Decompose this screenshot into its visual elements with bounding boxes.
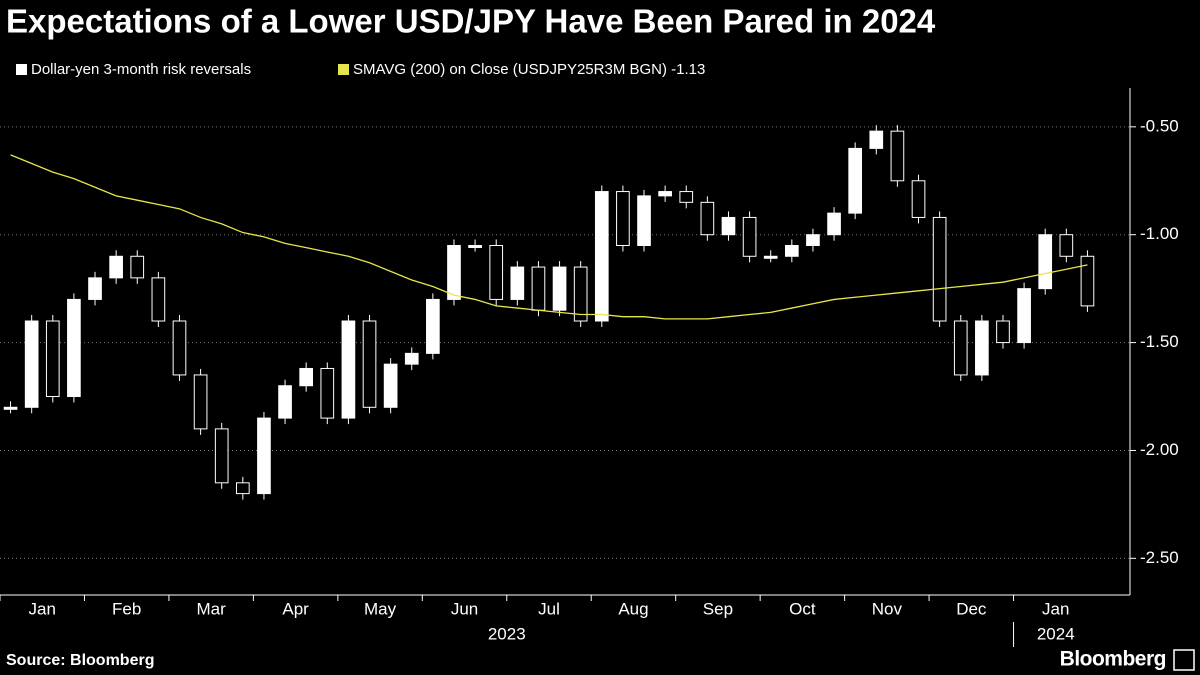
candle-body — [848, 147, 863, 214]
x-tick-label: Aug — [618, 599, 648, 618]
candle-body — [1017, 288, 1031, 344]
x-tick-label: Dec — [956, 599, 987, 618]
candle-body — [299, 367, 314, 387]
candle-body — [1038, 234, 1053, 290]
candle-body — [616, 191, 630, 246]
candle-body — [637, 195, 651, 246]
legend-swatch — [16, 64, 27, 75]
legend-swatch — [338, 64, 349, 75]
chart-title: Expectations of a Lower USD/JPY Have Bee… — [6, 3, 936, 40]
sma-line — [10, 154, 1088, 320]
candle-body — [447, 244, 461, 300]
candle-body — [975, 320, 989, 376]
x-tick-label: Sep — [703, 599, 733, 618]
candle-body — [1080, 255, 1095, 307]
candle-body — [700, 201, 715, 236]
candle-body — [890, 130, 905, 182]
candle-body — [489, 244, 504, 300]
x-tick-label: Mar — [197, 599, 227, 618]
candle-body — [214, 428, 229, 484]
candle-body — [932, 216, 947, 322]
candle-body — [658, 191, 672, 197]
candle-body — [784, 244, 799, 257]
candle-body — [869, 130, 884, 149]
x-tick-label: Jan — [29, 599, 56, 618]
x-tick-label: Jan — [1042, 599, 1069, 618]
x-tick-label: Nov — [872, 599, 903, 618]
candle-body — [721, 216, 736, 236]
candle-body — [827, 212, 841, 236]
candle-body — [257, 417, 271, 495]
candle-body — [235, 482, 250, 495]
candle-body — [996, 320, 1010, 344]
candle-body — [404, 352, 419, 365]
candle-body — [278, 385, 292, 419]
candle-body — [109, 255, 123, 279]
brand-icon — [1173, 649, 1195, 671]
candle-body — [763, 255, 778, 259]
candle-body — [573, 266, 588, 322]
candle-body — [806, 234, 820, 246]
candle-body — [193, 374, 208, 430]
candle-body — [594, 191, 609, 322]
y-tick-label: -2.00 — [1140, 440, 1179, 459]
year-label: 2024 — [1037, 624, 1075, 643]
candle-body — [320, 367, 335, 419]
candle-body — [362, 320, 377, 408]
y-tick-label: -2.50 — [1140, 548, 1179, 567]
y-tick-label: -1.00 — [1140, 224, 1179, 243]
x-tick-label: Jul — [538, 599, 560, 618]
candle-body — [1059, 234, 1074, 257]
candle-body — [130, 255, 145, 279]
candle-body — [679, 191, 694, 203]
candle-body — [383, 363, 398, 408]
x-tick-label: Oct — [789, 599, 816, 618]
candle-body — [531, 266, 546, 311]
candle-body — [468, 244, 482, 248]
legend-label: Dollar-yen 3-month risk reversals — [31, 61, 251, 78]
y-tick-label: -1.50 — [1140, 332, 1179, 351]
candle-body — [510, 266, 525, 300]
x-tick-label: May — [364, 599, 397, 618]
candle-body — [172, 320, 187, 376]
year-label: 2023 — [488, 624, 526, 643]
x-tick-label: Apr — [282, 599, 309, 618]
candle-body — [24, 320, 39, 408]
candle-body — [911, 180, 926, 218]
candle-body — [953, 320, 968, 376]
candle-body — [45, 320, 60, 398]
y-tick-label: -0.50 — [1140, 116, 1179, 135]
brand: Bloomberg — [1060, 648, 1166, 671]
candle-body — [426, 298, 440, 354]
candle-body — [151, 277, 166, 322]
candle-body — [341, 320, 356, 419]
x-tick-label: Feb — [112, 599, 141, 618]
x-tick-label: Jun — [451, 599, 478, 618]
legend-label: SMAVG (200) on Close (USDJPY25R3M BGN) -… — [353, 61, 705, 78]
source: Source: Bloomberg — [6, 652, 154, 669]
candle-body — [742, 216, 757, 257]
candle-body — [3, 406, 18, 410]
candle-body — [67, 298, 81, 398]
candle-body — [552, 266, 567, 311]
candle-body — [88, 277, 102, 300]
